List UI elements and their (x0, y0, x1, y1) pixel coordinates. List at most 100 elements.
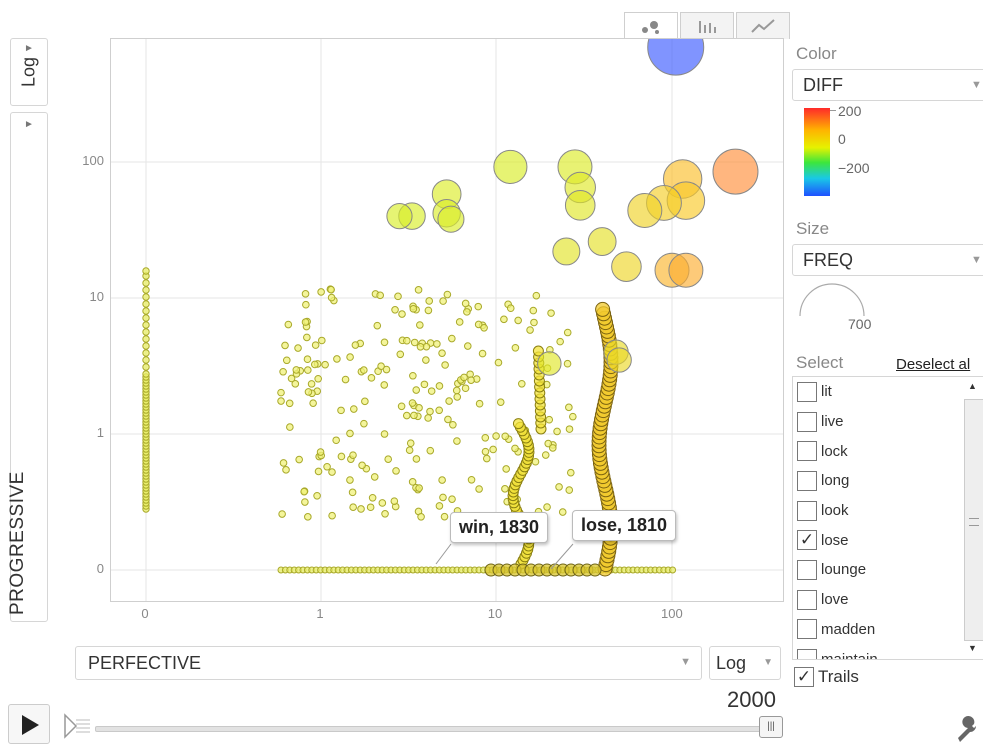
data-point[interactable] (480, 323, 488, 332)
data-point[interactable] (142, 307, 150, 315)
data-point[interactable] (481, 433, 490, 442)
data-point[interactable] (279, 367, 287, 376)
data-point[interactable] (558, 508, 567, 516)
data-point[interactable] (350, 405, 358, 413)
data-point[interactable] (410, 338, 419, 347)
data-point[interactable] (440, 512, 449, 521)
data-point[interactable] (314, 467, 323, 476)
data-point[interactable] (277, 397, 285, 405)
data-point[interactable] (337, 406, 345, 415)
bubble-7[interactable] (493, 149, 528, 184)
data-point[interactable] (373, 321, 382, 330)
data-point[interactable] (304, 366, 312, 374)
data-point[interactable] (287, 374, 296, 383)
data-point[interactable] (286, 423, 294, 431)
data-point[interactable] (412, 386, 421, 394)
data-point[interactable] (532, 291, 541, 300)
data-point[interactable] (424, 414, 432, 422)
line-chart-tab[interactable] (736, 12, 790, 39)
data-point[interactable] (285, 399, 294, 408)
data-point[interactable] (414, 286, 423, 294)
data-point[interactable] (397, 402, 406, 411)
data-point[interactable] (449, 420, 457, 429)
data-point[interactable] (279, 459, 288, 467)
data-point[interactable] (317, 288, 325, 296)
select-item-madden[interactable]: madden (793, 615, 963, 645)
time-slider-handle[interactable]: ||| (759, 716, 783, 738)
data-point[interactable] (332, 436, 340, 445)
data-point[interactable] (532, 345, 544, 357)
data-point[interactable] (351, 341, 360, 349)
data-point[interactable] (408, 478, 417, 486)
data-point[interactable] (142, 356, 150, 364)
data-point[interactable] (669, 566, 677, 574)
data-point[interactable] (553, 427, 561, 436)
time-slider-track[interactable] (95, 726, 780, 732)
select-item-checkbox[interactable] (797, 441, 817, 462)
data-point[interactable] (545, 415, 554, 424)
data-point[interactable] (453, 393, 462, 401)
select-item-checkbox[interactable] (797, 470, 817, 491)
data-point[interactable] (415, 404, 423, 412)
bubble-19[interactable] (552, 237, 581, 266)
bubble-chart-tab[interactable] (624, 12, 678, 40)
bubble-chart[interactable] (111, 18, 783, 601)
data-point[interactable] (461, 299, 470, 308)
data-point[interactable] (142, 335, 150, 343)
y-field-selector[interactable]: ► PROGRESSIVE (7, 112, 48, 622)
bubble-12[interactable] (437, 205, 465, 233)
data-point[interactable] (467, 475, 476, 484)
data-point[interactable] (301, 318, 310, 326)
data-point[interactable] (311, 360, 319, 369)
data-point[interactable] (511, 444, 519, 453)
data-point[interactable] (346, 429, 354, 438)
select-item-checkbox[interactable] (797, 589, 817, 610)
y-scale-button[interactable]: ► Log (10, 38, 48, 106)
size-field-selector[interactable]: FREQ ▼ (792, 244, 983, 276)
data-point[interactable] (455, 318, 464, 326)
data-point[interactable] (588, 563, 602, 577)
data-point[interactable] (409, 305, 418, 313)
data-point[interactable] (301, 498, 309, 506)
data-point[interactable] (384, 455, 392, 463)
data-point[interactable] (328, 511, 336, 520)
data-point[interactable] (281, 341, 289, 350)
data-point[interactable] (349, 451, 357, 459)
data-point[interactable] (474, 302, 483, 311)
scroll-thumb[interactable] (964, 399, 983, 641)
select-item-lit[interactable]: lit (793, 377, 963, 407)
data-point[interactable] (282, 356, 291, 365)
data-point[interactable] (291, 380, 300, 388)
data-point[interactable] (360, 366, 368, 374)
data-point[interactable] (301, 290, 310, 298)
data-point[interactable] (448, 495, 456, 503)
data-point[interactable] (475, 485, 483, 493)
data-point[interactable] (427, 387, 436, 395)
data-point[interactable] (531, 457, 540, 466)
data-point[interactable] (313, 491, 321, 500)
data-point[interactable] (425, 297, 434, 305)
data-point[interactable] (398, 310, 406, 318)
data-point[interactable] (366, 503, 375, 512)
data-point[interactable] (420, 380, 429, 389)
data-point[interactable] (360, 419, 368, 428)
data-point[interactable] (321, 360, 329, 369)
data-point[interactable] (489, 445, 497, 454)
data-point[interactable] (467, 376, 475, 384)
data-point[interactable] (142, 328, 150, 336)
data-point[interactable] (346, 353, 354, 361)
data-point[interactable] (323, 462, 331, 471)
data-point[interactable] (328, 468, 336, 476)
data-point[interactable] (142, 279, 150, 287)
data-point[interactable] (416, 343, 425, 351)
data-point[interactable] (294, 344, 302, 352)
data-point[interactable] (555, 483, 563, 491)
select-item-checkbox[interactable] (797, 411, 817, 432)
bar-chart-tab[interactable] (680, 12, 734, 39)
data-point[interactable] (565, 425, 574, 433)
play-button[interactable] (8, 704, 50, 744)
data-point[interactable] (361, 397, 369, 406)
data-point[interactable] (441, 361, 449, 369)
scroll-up-icon[interactable]: ▲ (968, 381, 977, 391)
trails-checkbox[interactable]: ✓ (794, 667, 814, 687)
